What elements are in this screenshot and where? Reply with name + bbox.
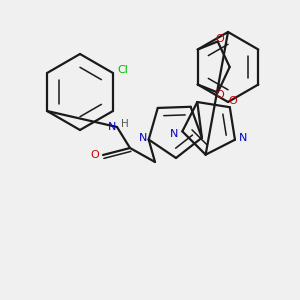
Text: N: N xyxy=(239,133,247,143)
Text: N: N xyxy=(139,133,147,142)
Text: O: O xyxy=(91,150,99,160)
Text: O: O xyxy=(215,91,224,100)
Text: O: O xyxy=(215,34,224,44)
Text: H: H xyxy=(121,119,129,129)
Text: N: N xyxy=(108,122,116,132)
Text: O: O xyxy=(228,96,237,106)
Text: N: N xyxy=(170,129,178,140)
Text: Cl: Cl xyxy=(118,65,128,75)
